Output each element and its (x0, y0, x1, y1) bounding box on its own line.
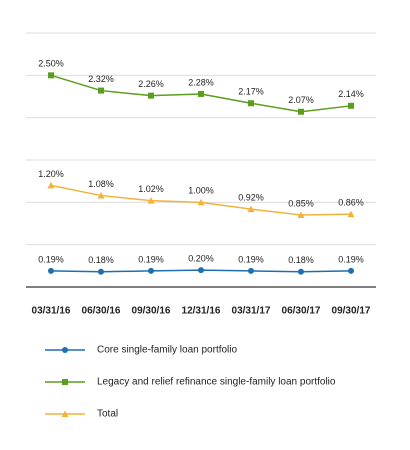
data-point (298, 268, 304, 275)
x-tick-label: 12/31/16 (182, 306, 221, 317)
legend-marker (62, 379, 68, 385)
value-label: 0.18% (288, 255, 314, 265)
data-point (348, 102, 354, 109)
data-point (97, 192, 105, 199)
value-label: 2.17% (238, 87, 264, 97)
data-point (348, 267, 354, 274)
value-label: 1.20% (38, 169, 64, 179)
value-label: 0.19% (138, 254, 164, 264)
x-tick-label: 06/30/17 (282, 306, 321, 317)
value-label: 0.85% (288, 198, 314, 208)
legend-label: Core single-family loan portfolio (97, 345, 238, 356)
value-label: 2.26% (138, 79, 164, 89)
legend-marker (61, 410, 69, 417)
data-point (47, 181, 55, 189)
value-label: 0.20% (188, 253, 214, 263)
data-point (247, 205, 255, 213)
x-tick-label: 03/31/17 (232, 306, 271, 317)
value-label: 2.32% (88, 74, 114, 84)
x-tick-label: 06/30/16 (82, 306, 121, 317)
value-label: 1.08% (88, 179, 114, 189)
value-label: 0.18% (88, 255, 114, 265)
data-point (198, 90, 204, 97)
data-point (297, 211, 305, 219)
data-point (198, 267, 204, 274)
data-point (48, 72, 54, 79)
data-point (48, 267, 54, 274)
data-point (248, 267, 254, 274)
value-label: 0.19% (38, 254, 64, 264)
data-point (347, 210, 355, 218)
value-label: 2.07% (288, 95, 314, 105)
data-point (298, 108, 304, 115)
value-label: 0.19% (338, 254, 364, 264)
x-tick-label: 03/31/16 (32, 306, 71, 317)
data-point (197, 198, 205, 206)
x-tick-label: 09/30/17 (332, 306, 371, 317)
x-tick-label: 09/30/16 (132, 306, 171, 317)
data-point (98, 87, 104, 94)
legend-marker (62, 347, 68, 353)
value-label: 0.19% (238, 254, 264, 264)
legend-label: Total (97, 409, 118, 420)
value-label: 2.50% (38, 59, 64, 69)
value-label: 1.00% (188, 186, 214, 196)
value-label: 0.86% (338, 198, 364, 208)
legend-label: Legacy and relief refinance single-famil… (97, 377, 336, 388)
data-point (148, 267, 154, 274)
data-point (148, 92, 154, 99)
value-label: 2.14% (338, 89, 364, 99)
data-point (147, 197, 155, 204)
value-label: 0.92% (238, 192, 264, 202)
value-label: 2.28% (188, 77, 214, 87)
data-point (248, 100, 254, 107)
data-point (98, 268, 104, 275)
value-label: 1.02% (138, 184, 164, 194)
